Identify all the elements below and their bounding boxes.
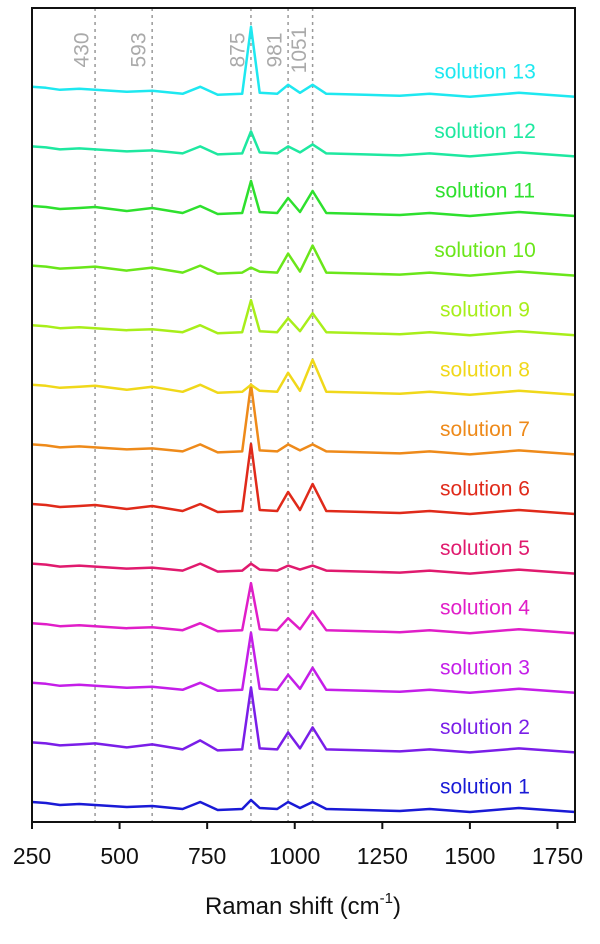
spectrum-line	[31, 798, 576, 814]
x-tick-label: 750	[188, 843, 226, 869]
series-label: solution 6	[440, 478, 530, 501]
series-label: solution 9	[440, 299, 530, 322]
series-label: solution 5	[440, 537, 530, 560]
series-label: solution 1	[440, 776, 530, 799]
spectrum-line	[31, 562, 576, 575]
spectrum-line	[31, 686, 576, 754]
x-axis-label-text: Raman shift (cm	[205, 893, 380, 920]
series-label: solution 3	[440, 656, 530, 679]
series-label: solution 10	[434, 239, 536, 262]
spectrum-line	[31, 442, 576, 516]
x-tick-label: 250	[13, 843, 51, 869]
series-label: solution 12	[434, 120, 536, 143]
plot-frame	[31, 7, 576, 823]
spectrum-line	[31, 298, 576, 337]
series-label: solution 4	[440, 597, 530, 620]
spectrum-line	[31, 244, 576, 277]
series-label: solution 11	[435, 180, 535, 203]
series-label: solution 13	[434, 60, 536, 83]
series-label: solution 7	[440, 418, 530, 441]
x-tick-label: 1500	[444, 843, 495, 869]
spectrum-line	[31, 25, 576, 99]
reference-label: 1051	[288, 27, 311, 74]
spectrum-line	[31, 383, 576, 456]
spectrum-line	[31, 179, 576, 218]
spectrum-line	[31, 631, 576, 695]
x-tick-label: 1000	[269, 843, 320, 869]
spectrum-line	[31, 130, 576, 158]
x-axis-label-sup: -1	[380, 890, 393, 907]
x-tick-label: 1750	[532, 843, 583, 869]
x-axis-label: Raman shift (cm-1)	[205, 890, 401, 920]
spectrum-line	[31, 581, 576, 635]
reference-label: 981	[264, 32, 287, 67]
reference-label: 593	[128, 32, 151, 67]
x-axis-label-suffix: )	[393, 893, 401, 920]
x-tick-label: 500	[100, 843, 138, 869]
reference-label: 875	[226, 32, 249, 67]
x-tick-label: 1250	[357, 843, 408, 869]
series-label: solution 8	[440, 358, 530, 381]
spectrum-line	[31, 358, 576, 397]
series-label: solution 2	[440, 716, 530, 739]
reference-label: 430	[71, 32, 94, 67]
